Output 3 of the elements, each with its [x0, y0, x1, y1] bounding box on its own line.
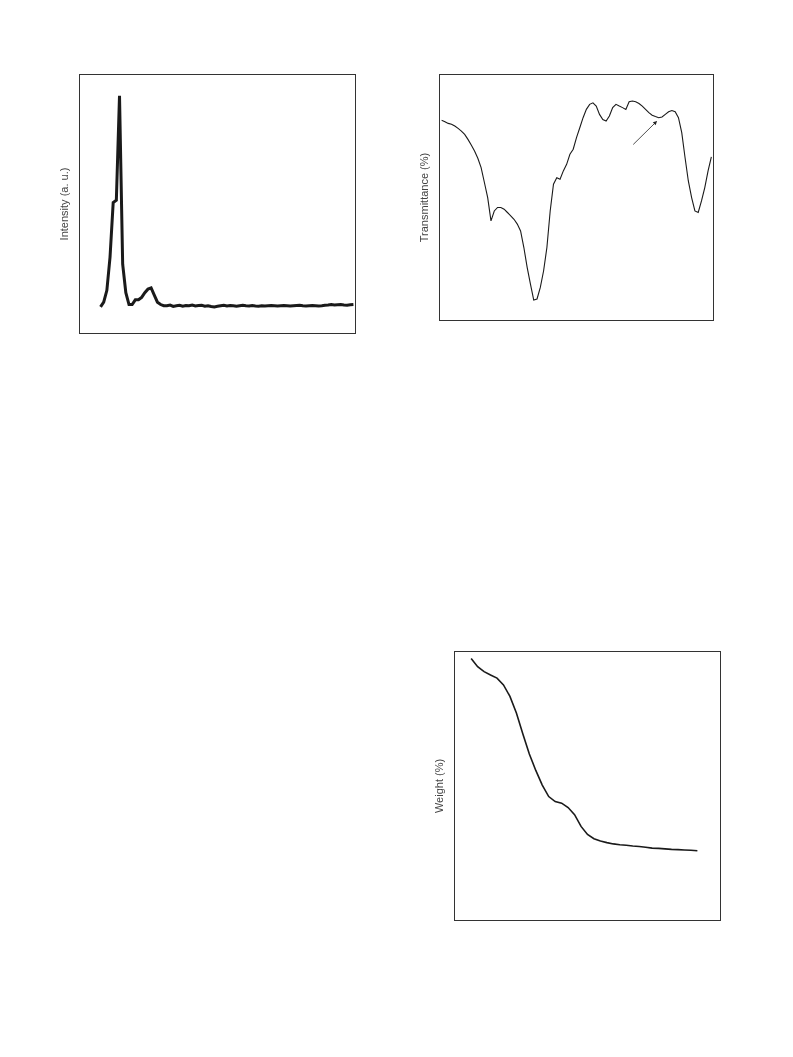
y-axis-title: Weight (%) — [432, 758, 445, 814]
y-axis-title: Transmittance (%) — [417, 152, 430, 243]
y-axis-title: Intensity (a. u.) — [57, 167, 70, 241]
